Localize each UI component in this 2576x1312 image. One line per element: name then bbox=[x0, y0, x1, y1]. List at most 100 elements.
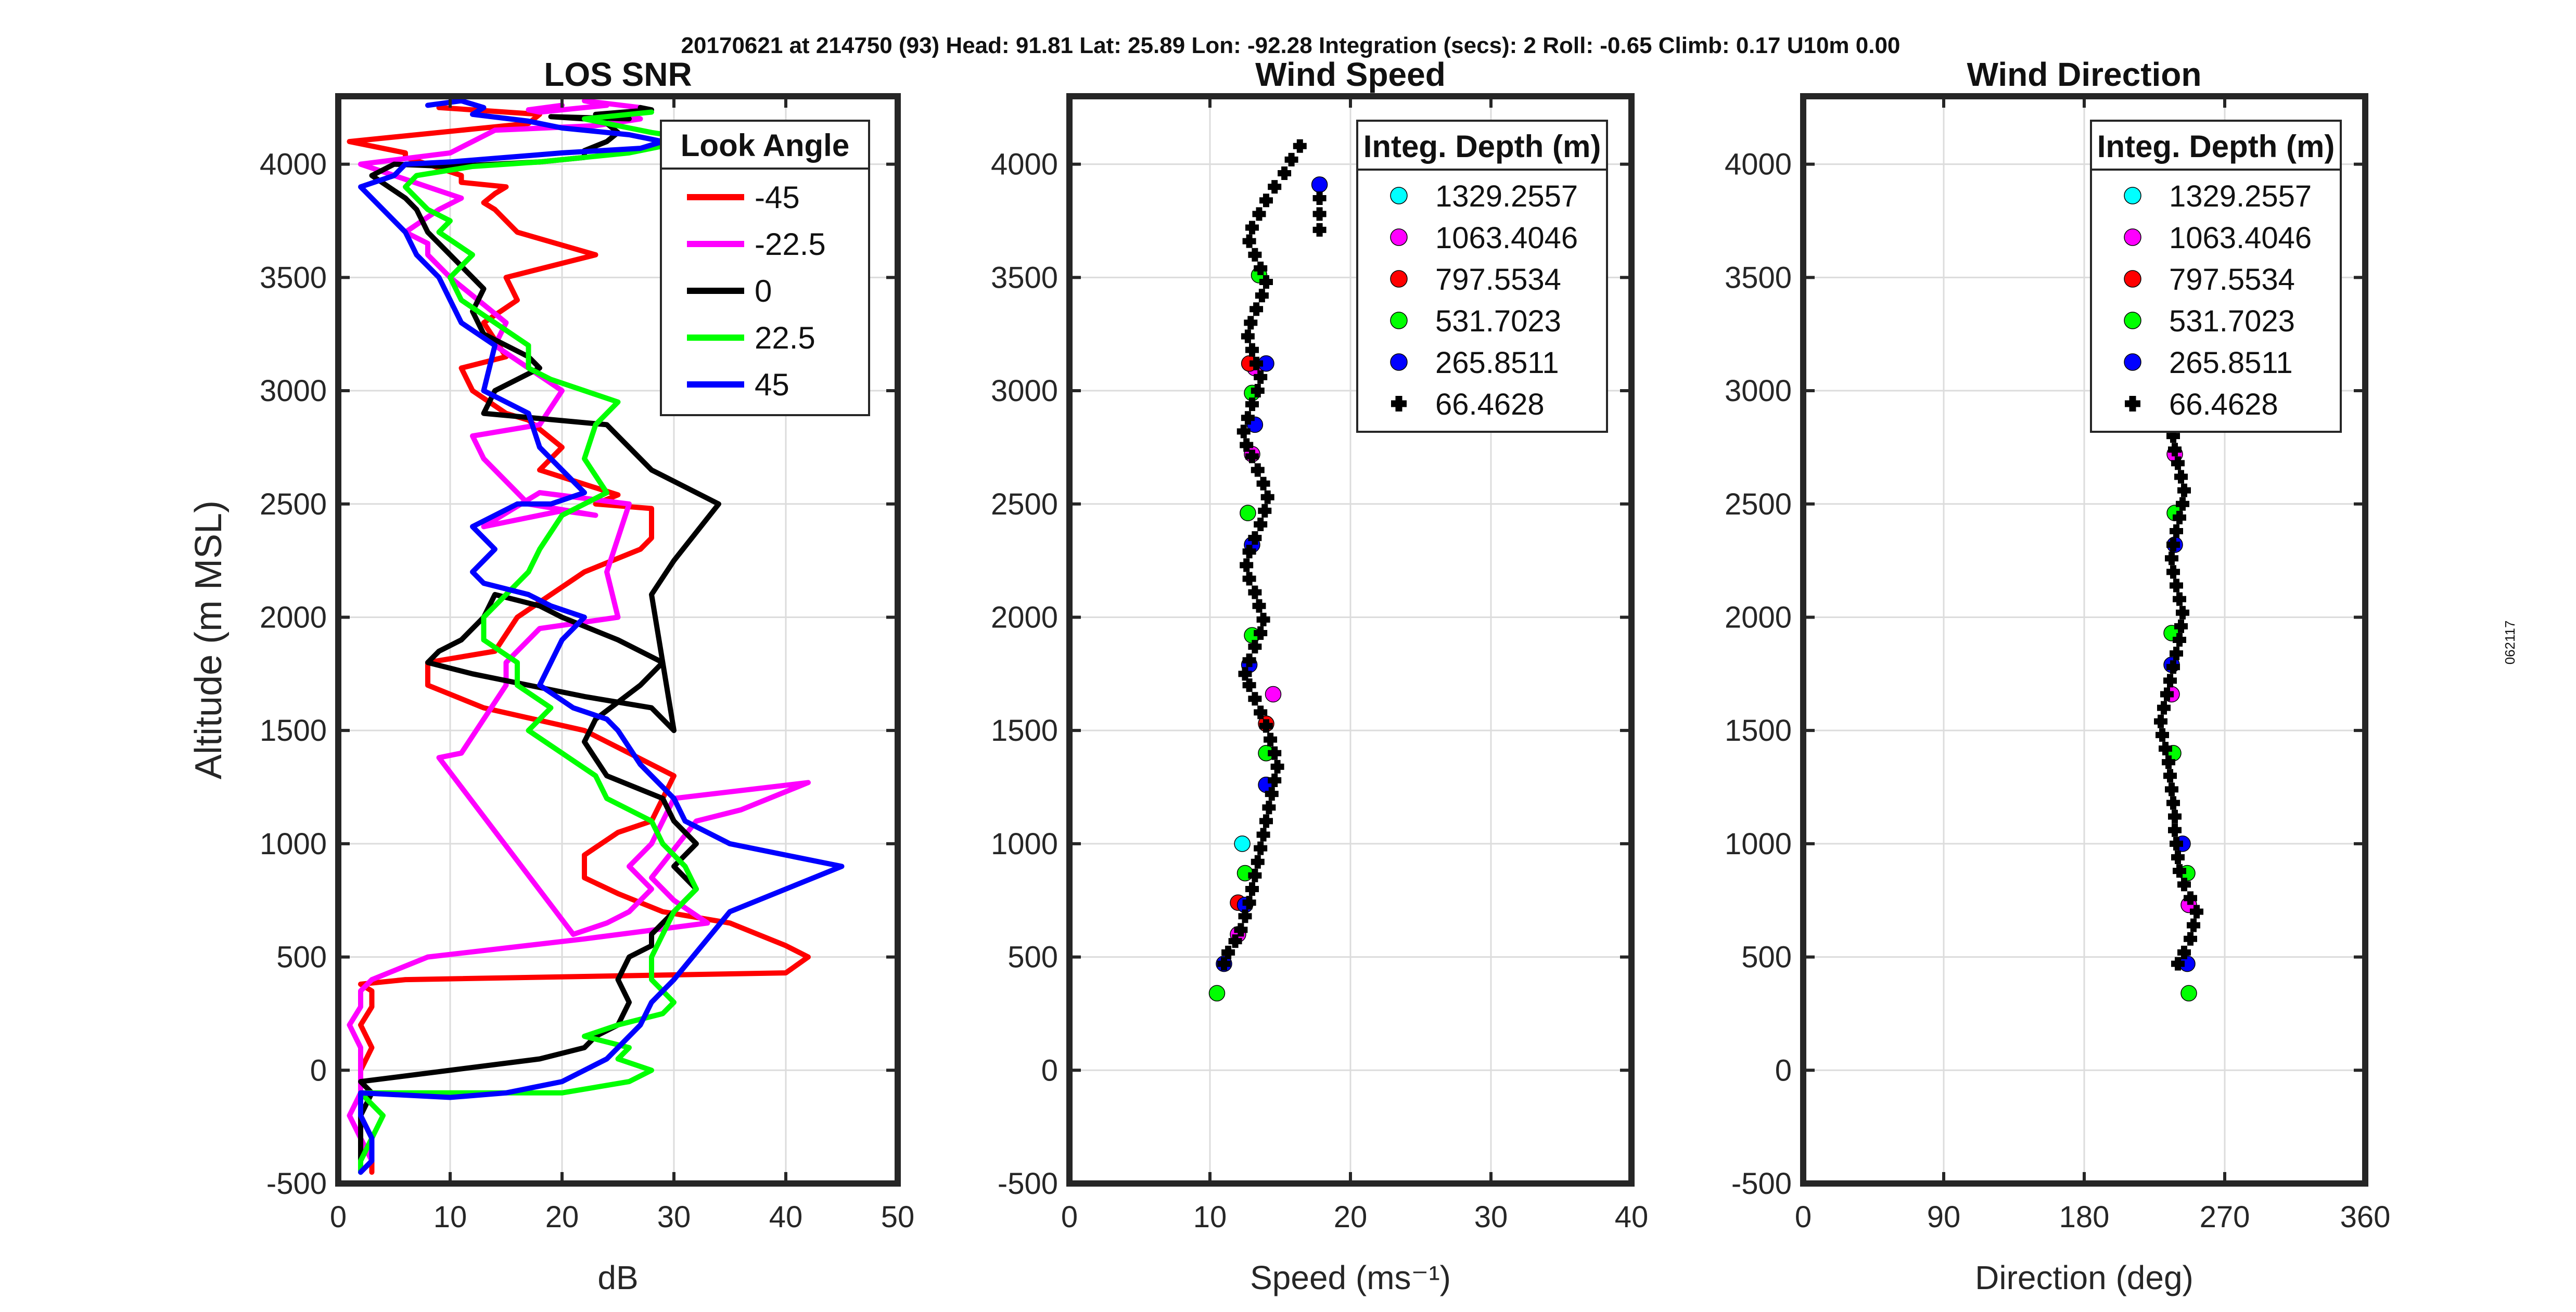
legend-label: 66.4628 bbox=[2169, 388, 2278, 421]
x-tick-label: 50 bbox=[881, 1200, 915, 1234]
data-point-66.4628 bbox=[1254, 517, 1268, 531]
y-tick-label: 3500 bbox=[260, 261, 327, 294]
panel-1: 0 10 20 30 40-500050010001500200025003000350… bbox=[991, 56, 1648, 1296]
data-point-66.4628 bbox=[1248, 531, 1262, 545]
data-point-66.4628 bbox=[2166, 660, 2180, 674]
x-tick-label: 360 bbox=[2340, 1200, 2391, 1234]
legend-swatch-531.7023 bbox=[1390, 312, 1408, 329]
data-point-66.4628 bbox=[1260, 490, 1274, 504]
data-point-66.4628 bbox=[2171, 957, 2185, 971]
x-axis-label: Speed (ms⁻¹) bbox=[1250, 1259, 1451, 1296]
data-point-66.4628 bbox=[1238, 909, 1252, 923]
data-point-66.4628 bbox=[2190, 905, 2203, 919]
data-point-66.4628 bbox=[2173, 510, 2186, 524]
legend-title: Integ. Depth (m) bbox=[1363, 129, 1601, 164]
data-point-66.4628 bbox=[1254, 705, 1268, 719]
legend-swatch-265.8511 bbox=[1390, 353, 1408, 371]
y-tick-label: 1500 bbox=[991, 714, 1058, 748]
y-tick-label: 2000 bbox=[260, 600, 327, 634]
data-point-66.4628 bbox=[2173, 633, 2186, 647]
y-tick-label: 2500 bbox=[1725, 487, 1792, 521]
x-tick-label: 0 bbox=[1795, 1200, 1812, 1234]
legend-title: Integ. Depth (m) bbox=[2097, 129, 2335, 164]
data-point-66.4628 bbox=[2162, 755, 2175, 769]
y-tick-label: 500 bbox=[276, 941, 327, 974]
data-point-66.4628 bbox=[2154, 714, 2167, 728]
legend-label: 265.8511 bbox=[1435, 346, 1559, 380]
data-point-1329.2557 bbox=[1234, 835, 1251, 852]
data-point-531.7023 bbox=[1208, 985, 1226, 1001]
legend-label: 1329.2557 bbox=[2169, 179, 2312, 213]
data-point-66.4628 bbox=[1241, 411, 1255, 425]
series-line-45 bbox=[358, 98, 845, 1175]
y-tick-label: 1500 bbox=[260, 714, 327, 748]
side-label: 062117 bbox=[2502, 621, 2518, 665]
legend-label: -45 bbox=[755, 180, 800, 215]
data-point-66.4628 bbox=[1236, 425, 1251, 439]
data-point-66.4628 bbox=[1254, 841, 1268, 855]
legend-label: 797.5534 bbox=[1435, 263, 1561, 297]
y-tick-label: 2000 bbox=[1725, 600, 1792, 634]
data-point-66.4628 bbox=[1259, 275, 1273, 289]
data-point-66.4628 bbox=[2165, 551, 2178, 565]
legend: Integ. Depth (m) 1329.2557 1063.4046 797.55… bbox=[2090, 120, 2342, 433]
legend-swatch-66.4628 bbox=[1391, 396, 1407, 411]
data-point-66.4628 bbox=[1252, 207, 1266, 221]
legend-label: 66.4628 bbox=[1435, 388, 1545, 421]
data-point-66.4628 bbox=[1249, 356, 1264, 370]
data-point-66.4628 bbox=[2166, 565, 2180, 579]
data-point-66.4628 bbox=[1254, 261, 1268, 275]
data-point-66.4628 bbox=[2176, 497, 2189, 511]
y-tick-label: 3000 bbox=[991, 374, 1058, 408]
x-tick-label: 270 bbox=[2200, 1200, 2250, 1234]
data-point-66.4628 bbox=[2170, 524, 2183, 538]
data-point-66.4628 bbox=[1241, 329, 1255, 343]
data-point-66.4628 bbox=[1245, 343, 1259, 357]
x-tick-label: 30 bbox=[657, 1200, 691, 1234]
data-point-66.4628 bbox=[2171, 851, 2185, 864]
y-tick-label: 3500 bbox=[991, 261, 1058, 294]
data-point-66.4628 bbox=[1270, 760, 1284, 774]
x-tick-label: 10 bbox=[1193, 1200, 1227, 1234]
y-tick-label: 4000 bbox=[1725, 148, 1792, 182]
legend-swatch-265.8511 bbox=[2124, 353, 2141, 371]
legend-label: 531.7023 bbox=[1435, 304, 1561, 338]
legend-swatch-66.4628 bbox=[2125, 396, 2140, 411]
data-point-66.4628 bbox=[1245, 449, 1259, 464]
legend-swatch-797.5534 bbox=[2124, 270, 2141, 288]
data-point-66.4628 bbox=[1293, 139, 1307, 153]
data-point-66.4628 bbox=[2168, 809, 2182, 824]
legend-label: 531.7023 bbox=[2169, 304, 2295, 338]
data-point-66.4628 bbox=[1217, 957, 1231, 971]
y-tick-label: 2500 bbox=[260, 487, 327, 521]
y-tick-label: -500 bbox=[998, 1167, 1058, 1201]
data-point-66.4628 bbox=[2156, 728, 2169, 742]
legend-label: 1063.4046 bbox=[2169, 221, 2312, 255]
data-point-66.4628 bbox=[2177, 483, 2191, 497]
x-tick-label: 30 bbox=[1474, 1200, 1508, 1234]
data-point-66.4628 bbox=[1259, 719, 1273, 733]
data-point-66.4628 bbox=[1242, 572, 1256, 586]
series-line-22.5 bbox=[358, 109, 699, 1175]
x-tick-label: 20 bbox=[1334, 1200, 1368, 1234]
data-point-1063.4046 bbox=[1265, 686, 1282, 703]
data-point-66.4628 bbox=[2173, 592, 2186, 606]
legend-label: 1063.4046 bbox=[1435, 221, 1578, 255]
panel-0: 0 10 20 30 40 50-5000500100015002000250030003… bbox=[188, 56, 914, 1296]
legend-label: 0 bbox=[755, 274, 772, 308]
legend-label: -22.5 bbox=[755, 227, 826, 262]
legend-swatch-1063.4046 bbox=[1390, 228, 1408, 246]
data-point-66.4628 bbox=[1251, 384, 1265, 398]
legend-label: 1329.2557 bbox=[1435, 179, 1578, 213]
data-point-66.4628 bbox=[1278, 166, 1292, 181]
data-point-66.4628 bbox=[1248, 248, 1262, 262]
y-tick-label: 0 bbox=[1041, 1053, 1058, 1087]
data-point-66.4628 bbox=[1248, 692, 1262, 706]
data-point-66.4628 bbox=[1256, 828, 1270, 842]
data-point-66.4628 bbox=[1242, 234, 1256, 248]
x-axis-label: Direction (deg) bbox=[1975, 1259, 2194, 1296]
chart-title: LOS SNR bbox=[544, 56, 692, 93]
y-tick-label: 4000 bbox=[260, 148, 327, 182]
legend-box bbox=[660, 120, 870, 416]
data-point-66.4628 bbox=[1262, 801, 1276, 815]
